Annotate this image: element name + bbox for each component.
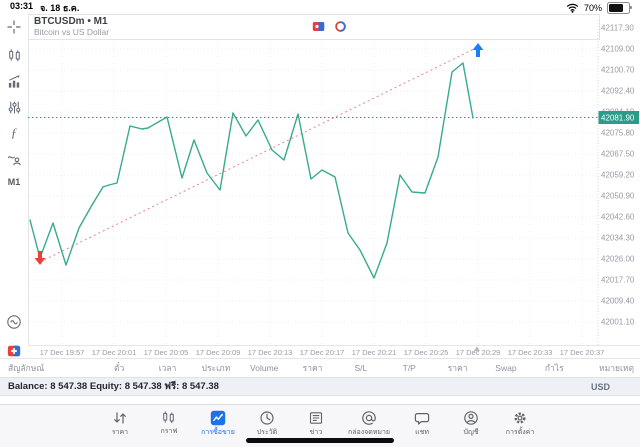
nav-trade[interactable]: การซื้อขาย [201,410,235,438]
history-icon [259,410,275,426]
clock-badge-icon[interactable] [334,20,347,33]
nav-label: บัญชี [463,429,479,436]
account-summary-row: Balance: 8 547.38 Equity: 8 547.38 ฟรี: … [0,377,640,396]
mail-icon [361,410,377,426]
chat-icon [414,410,430,426]
svg-text:42042.60: 42042.60 [601,213,635,222]
sidebar-divider [28,14,29,345]
svg-text:17 Dec 19:57: 17 Dec 19:57 [40,348,85,357]
symbol-flag-icon[interactable] [3,341,25,361]
wifi-icon [566,2,579,15]
crosshair-icon[interactable] [3,17,25,37]
battery-percent: 70% [583,3,602,13]
sell-arrow-marker [34,251,46,265]
timeframe-button[interactable]: M1 [7,177,21,187]
nav-label: กล่องจดหมาย [347,429,391,436]
buy-arrow-marker [472,43,484,57]
settings-icon [512,410,528,426]
clock-time: 03:31 [10,1,34,11]
column-header: หมายเหตุ [599,363,635,373]
positions-table-header: สัญลักษณ์ ตั๋ว เวลา ประเภท Volume ราคา S/L T/P ร… [0,358,640,377]
column-header: สัญลักษณ์ [8,363,45,373]
chart-type-icon[interactable] [3,45,25,65]
svg-text:17 Dec 20:29: 17 Dec 20:29 [456,348,501,357]
column-header: Volume [250,363,279,373]
quotes-icon [112,410,128,426]
nav-label: แชท [415,429,429,436]
svg-text:42117.30: 42117.30 [601,24,634,33]
svg-text:42075.80: 42075.80 [601,129,635,138]
column-header: ราคา [447,363,468,373]
svg-text:42059.20: 42059.20 [601,171,635,180]
battery-icon [607,2,632,14]
status-date: จ. 18 ธ.ค. [40,3,80,13]
flag-badge-icon[interactable] [312,20,325,33]
svg-text:42050.90: 42050.90 [601,192,635,201]
candles-icon [161,410,176,425]
nav-label: การซื้อขาย [201,429,235,436]
nav-accounts[interactable]: บัญชี [454,410,488,438]
column-header: เวลา [158,363,177,373]
accounts-icon [463,410,479,426]
nav-mailbox[interactable]: กล่องจดหมาย [348,410,390,438]
nav-label: กราฟ [160,428,178,435]
balance-text: Balance: 8 547.38 Equity: 8 547.38 ฟรี: … [8,381,219,392]
svg-text:17 Dec 20:17: 17 Dec 20:17 [300,348,345,357]
svg-text:17 Dec 20:09: 17 Dec 20:09 [196,348,241,357]
nav-charts[interactable]: กราฟ [152,410,186,437]
svg-text:17 Dec 20:33: 17 Dec 20:33 [508,348,553,357]
price-chart[interactable]: 42117.3042109.0042100.7042092.4042084.10… [0,0,640,360]
home-indicator[interactable] [246,438,394,443]
chart-header: BTCUSDm • M1 Bitcoin vs US Dollar [28,14,600,40]
column-header: Swap [495,363,517,373]
svg-text:42034.30: 42034.30 [601,234,635,243]
svg-text:42067.50: 42067.50 [601,150,635,159]
nav-label: ประวัติ [256,429,278,436]
objects-icon[interactable] [3,97,25,117]
analyst-icon[interactable] [3,149,25,169]
column-header: S/L [354,363,368,373]
status-bar: 03:31 จ. 18 ธ.ค. 70% [0,0,640,14]
nav-settings[interactable]: การตั้งค่า [503,410,537,438]
svg-text:17 Dec 20:01: 17 Dec 20:01 [92,348,137,357]
nav-chat[interactable]: แชท [405,410,439,438]
column-header: กำไร [544,363,564,373]
svg-text:17 Dec 20:05: 17 Dec 20:05 [144,348,189,357]
svg-text:42026.00: 42026.00 [601,255,635,264]
column-header: ประเภท [201,363,231,373]
column-header: ราคา [302,363,323,373]
indicators-icon[interactable] [3,71,25,91]
svg-text:17 Dec 20:37: 17 Dec 20:37 [560,348,605,357]
svg-text:17 Dec 20:13: 17 Dec 20:13 [248,348,293,357]
svg-text:42081.90: 42081.90 [601,114,635,123]
symbol-title: BTCUSDm • M1 [34,16,108,28]
svg-text:17 Dec 20:25: 17 Dec 20:25 [404,348,449,357]
nav-label: ราคา [111,429,129,436]
svg-text:42109.00: 42109.00 [601,45,635,54]
svg-text:42009.40: 42009.40 [601,297,635,306]
svg-text:42100.70: 42100.70 [601,66,635,75]
trade-icon [210,410,226,426]
account-currency: USD [590,381,610,392]
column-header: ตั๋ว [114,363,125,373]
nav-quotes[interactable]: ราคา [103,410,137,438]
nav-label: การตั้งค่า [505,429,535,436]
nav-history[interactable]: ประวัติ [250,410,284,438]
news-icon [308,410,324,426]
svg-text:42092.40: 42092.40 [601,87,635,96]
nav-news[interactable]: ข่าว [299,410,333,438]
sentiment-icon[interactable] [3,312,25,332]
nav-label: ข่าว [309,429,323,436]
svg-text:17 Dec 20:21: 17 Dec 20:21 [352,348,397,357]
function-icon[interactable]: ƒ [10,125,18,140]
svg-text:42001.10: 42001.10 [601,318,635,327]
chart-toolbar: ƒ M1 [0,0,28,357]
svg-text:42017.70: 42017.70 [601,276,635,285]
column-header: T/P [402,363,416,373]
symbol-description: Bitcoin vs US Dollar [34,26,110,37]
